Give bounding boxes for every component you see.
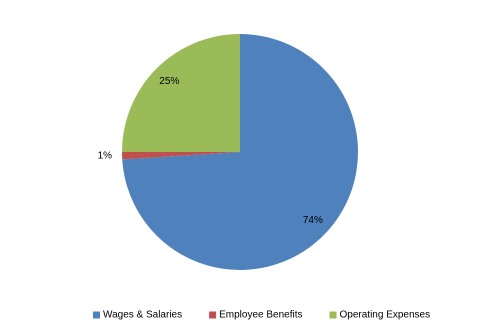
pie-slice	[122, 34, 358, 270]
legend-label: Wages & Salaries	[103, 310, 182, 321]
legend-swatch	[329, 311, 337, 319]
legend-label: Employee Benefits	[219, 310, 302, 321]
legend-label: Operating Expenses	[340, 310, 431, 321]
data-label: 74%	[303, 215, 323, 226]
legend-swatch	[93, 311, 100, 319]
data-label: 1%	[98, 151, 113, 162]
pie-slice	[122, 152, 240, 160]
legend-swatch	[209, 311, 217, 319]
data-label: 25%	[159, 76, 179, 87]
pie-slice	[122, 34, 240, 152]
